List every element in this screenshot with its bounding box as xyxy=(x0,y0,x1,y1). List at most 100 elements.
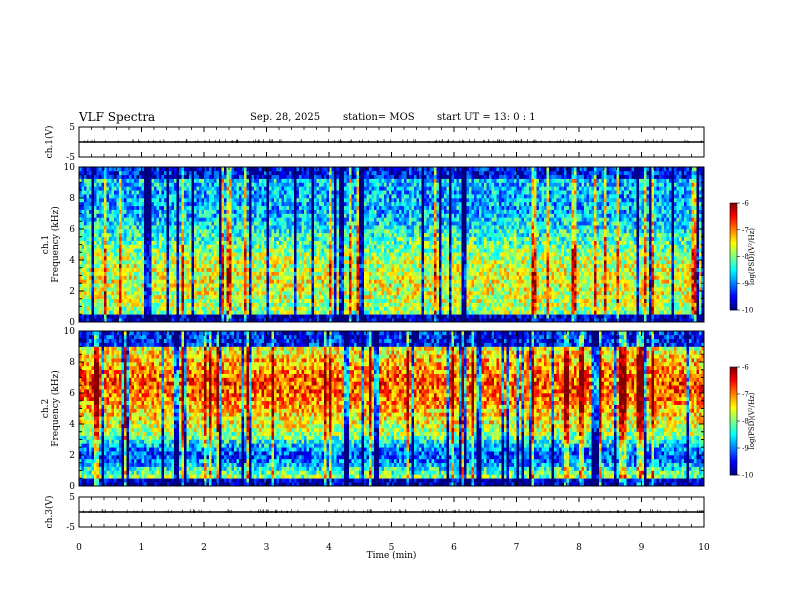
spectrogram-cell xyxy=(354,225,357,229)
spectrogram-cell xyxy=(244,291,247,295)
spectrogram-cell xyxy=(147,229,150,233)
spectrogram-cell xyxy=(99,198,102,202)
spectrogram-cell xyxy=(169,214,172,218)
spectrogram-cell xyxy=(234,214,237,218)
spectrogram-cell xyxy=(162,307,165,311)
spectrogram-cell xyxy=(282,241,285,245)
spectrogram-cell xyxy=(192,237,195,241)
spectrogram-cell xyxy=(324,241,327,245)
spectrogram-cell xyxy=(182,245,185,249)
spectrogram-cell xyxy=(317,260,320,264)
spectrogram-cell xyxy=(174,183,177,187)
spectrogram-cell xyxy=(229,229,232,233)
spectrogram-cell xyxy=(172,217,175,221)
spectrogram-cell xyxy=(352,206,355,210)
spectrogram-cell xyxy=(292,237,295,241)
spectrogram-cell xyxy=(302,268,305,272)
spectrogram-cell xyxy=(132,283,135,287)
spectrogram-cell xyxy=(239,291,242,295)
spectrogram-cell xyxy=(147,303,150,307)
spectrogram-cell xyxy=(322,303,325,307)
spectrogram-cell xyxy=(304,287,307,291)
spectrogram-cell xyxy=(102,237,105,241)
spectrogram-cell xyxy=(84,194,87,198)
spectrogram-cell xyxy=(92,217,95,221)
spectrogram-cell xyxy=(94,283,97,287)
spectrogram-cell xyxy=(247,245,250,249)
spectrogram-cell xyxy=(139,217,142,221)
spectrogram-cell xyxy=(192,307,195,311)
spectrogram-cell xyxy=(234,210,237,214)
spectrogram-cell xyxy=(137,179,140,183)
spectrogram-cell xyxy=(267,252,270,256)
spectrogram-cell xyxy=(344,283,347,287)
spectrogram-cell xyxy=(159,291,162,295)
spectrogram-cell xyxy=(197,206,200,210)
spectrogram-cell xyxy=(347,264,350,268)
spectrogram-cell xyxy=(297,245,300,249)
spectrogram-cell xyxy=(322,310,325,314)
spectrogram-cell xyxy=(182,279,185,283)
spectrogram-cell xyxy=(159,210,162,214)
spectrogram-cell xyxy=(289,256,292,260)
spectrogram-cell xyxy=(84,268,87,272)
spectrogram-cell xyxy=(274,175,277,179)
spectrogram-cell xyxy=(252,202,255,206)
spectrogram-cell xyxy=(119,283,122,287)
spectrogram-cell xyxy=(304,299,307,303)
spectrogram-cell xyxy=(277,287,280,291)
spectrogram-cell xyxy=(309,225,312,229)
spectrogram-cell xyxy=(279,268,282,272)
spectrogram-cell xyxy=(287,260,290,264)
spectrogram-cell xyxy=(322,194,325,198)
spectrogram-cell xyxy=(267,276,270,280)
spectrogram-cell xyxy=(117,241,120,245)
spectrogram-cell xyxy=(99,248,102,252)
spectrogram-cell xyxy=(127,307,130,311)
spectrogram-cell xyxy=(194,171,197,175)
spectrogram-cell xyxy=(347,237,350,241)
spectrogram-cell xyxy=(299,214,302,218)
spectrogram-cell xyxy=(234,217,237,221)
spectrogram-cell xyxy=(369,295,372,299)
spectrogram-cell xyxy=(204,291,207,295)
spectrogram-cell xyxy=(242,260,245,264)
spectrogram-cell xyxy=(242,183,245,187)
spectrogram-cell xyxy=(107,283,110,287)
spectrogram-cell xyxy=(217,225,220,229)
spectrogram-cell xyxy=(247,190,250,194)
spectrogram-cell xyxy=(289,190,292,194)
spectrogram-cell xyxy=(302,194,305,198)
spectrogram-cell xyxy=(289,214,292,218)
spectrogram-cell xyxy=(339,237,342,241)
spectrogram-cell xyxy=(357,241,360,245)
spectrogram-cell xyxy=(364,295,367,299)
spectrogram-cell xyxy=(324,214,327,218)
spectrogram-cell xyxy=(179,241,182,245)
spectrogram-cell xyxy=(174,190,177,194)
spectrogram-cell xyxy=(154,287,157,291)
spectrogram-cell xyxy=(167,210,170,214)
spectrogram-cell xyxy=(189,310,192,314)
spectrogram-cell xyxy=(227,252,230,256)
spectrogram-cell xyxy=(124,241,127,245)
spectrogram-cell xyxy=(359,179,362,183)
spectrogram-cell xyxy=(169,276,172,280)
spectrogram-cell xyxy=(192,283,195,287)
spectrogram-cell xyxy=(314,314,317,318)
spectrogram-cell xyxy=(364,283,367,287)
spectrogram-cell xyxy=(164,229,167,233)
spectrogram-cell xyxy=(129,287,132,291)
spectrogram-cell xyxy=(219,186,222,190)
spectrogram-cell xyxy=(257,167,260,171)
spectrogram-cell xyxy=(337,183,340,187)
spectrogram-cell xyxy=(274,221,277,225)
spectrogram-cell xyxy=(232,167,235,171)
spectrogram-cell xyxy=(164,214,167,218)
spectrogram-cell xyxy=(267,303,270,307)
spectrogram-cell xyxy=(259,295,262,299)
spectrogram-cell xyxy=(184,260,187,264)
spectrogram-cell xyxy=(157,190,160,194)
spectrogram-cell xyxy=(252,252,255,256)
spectrogram-cell xyxy=(312,260,315,264)
